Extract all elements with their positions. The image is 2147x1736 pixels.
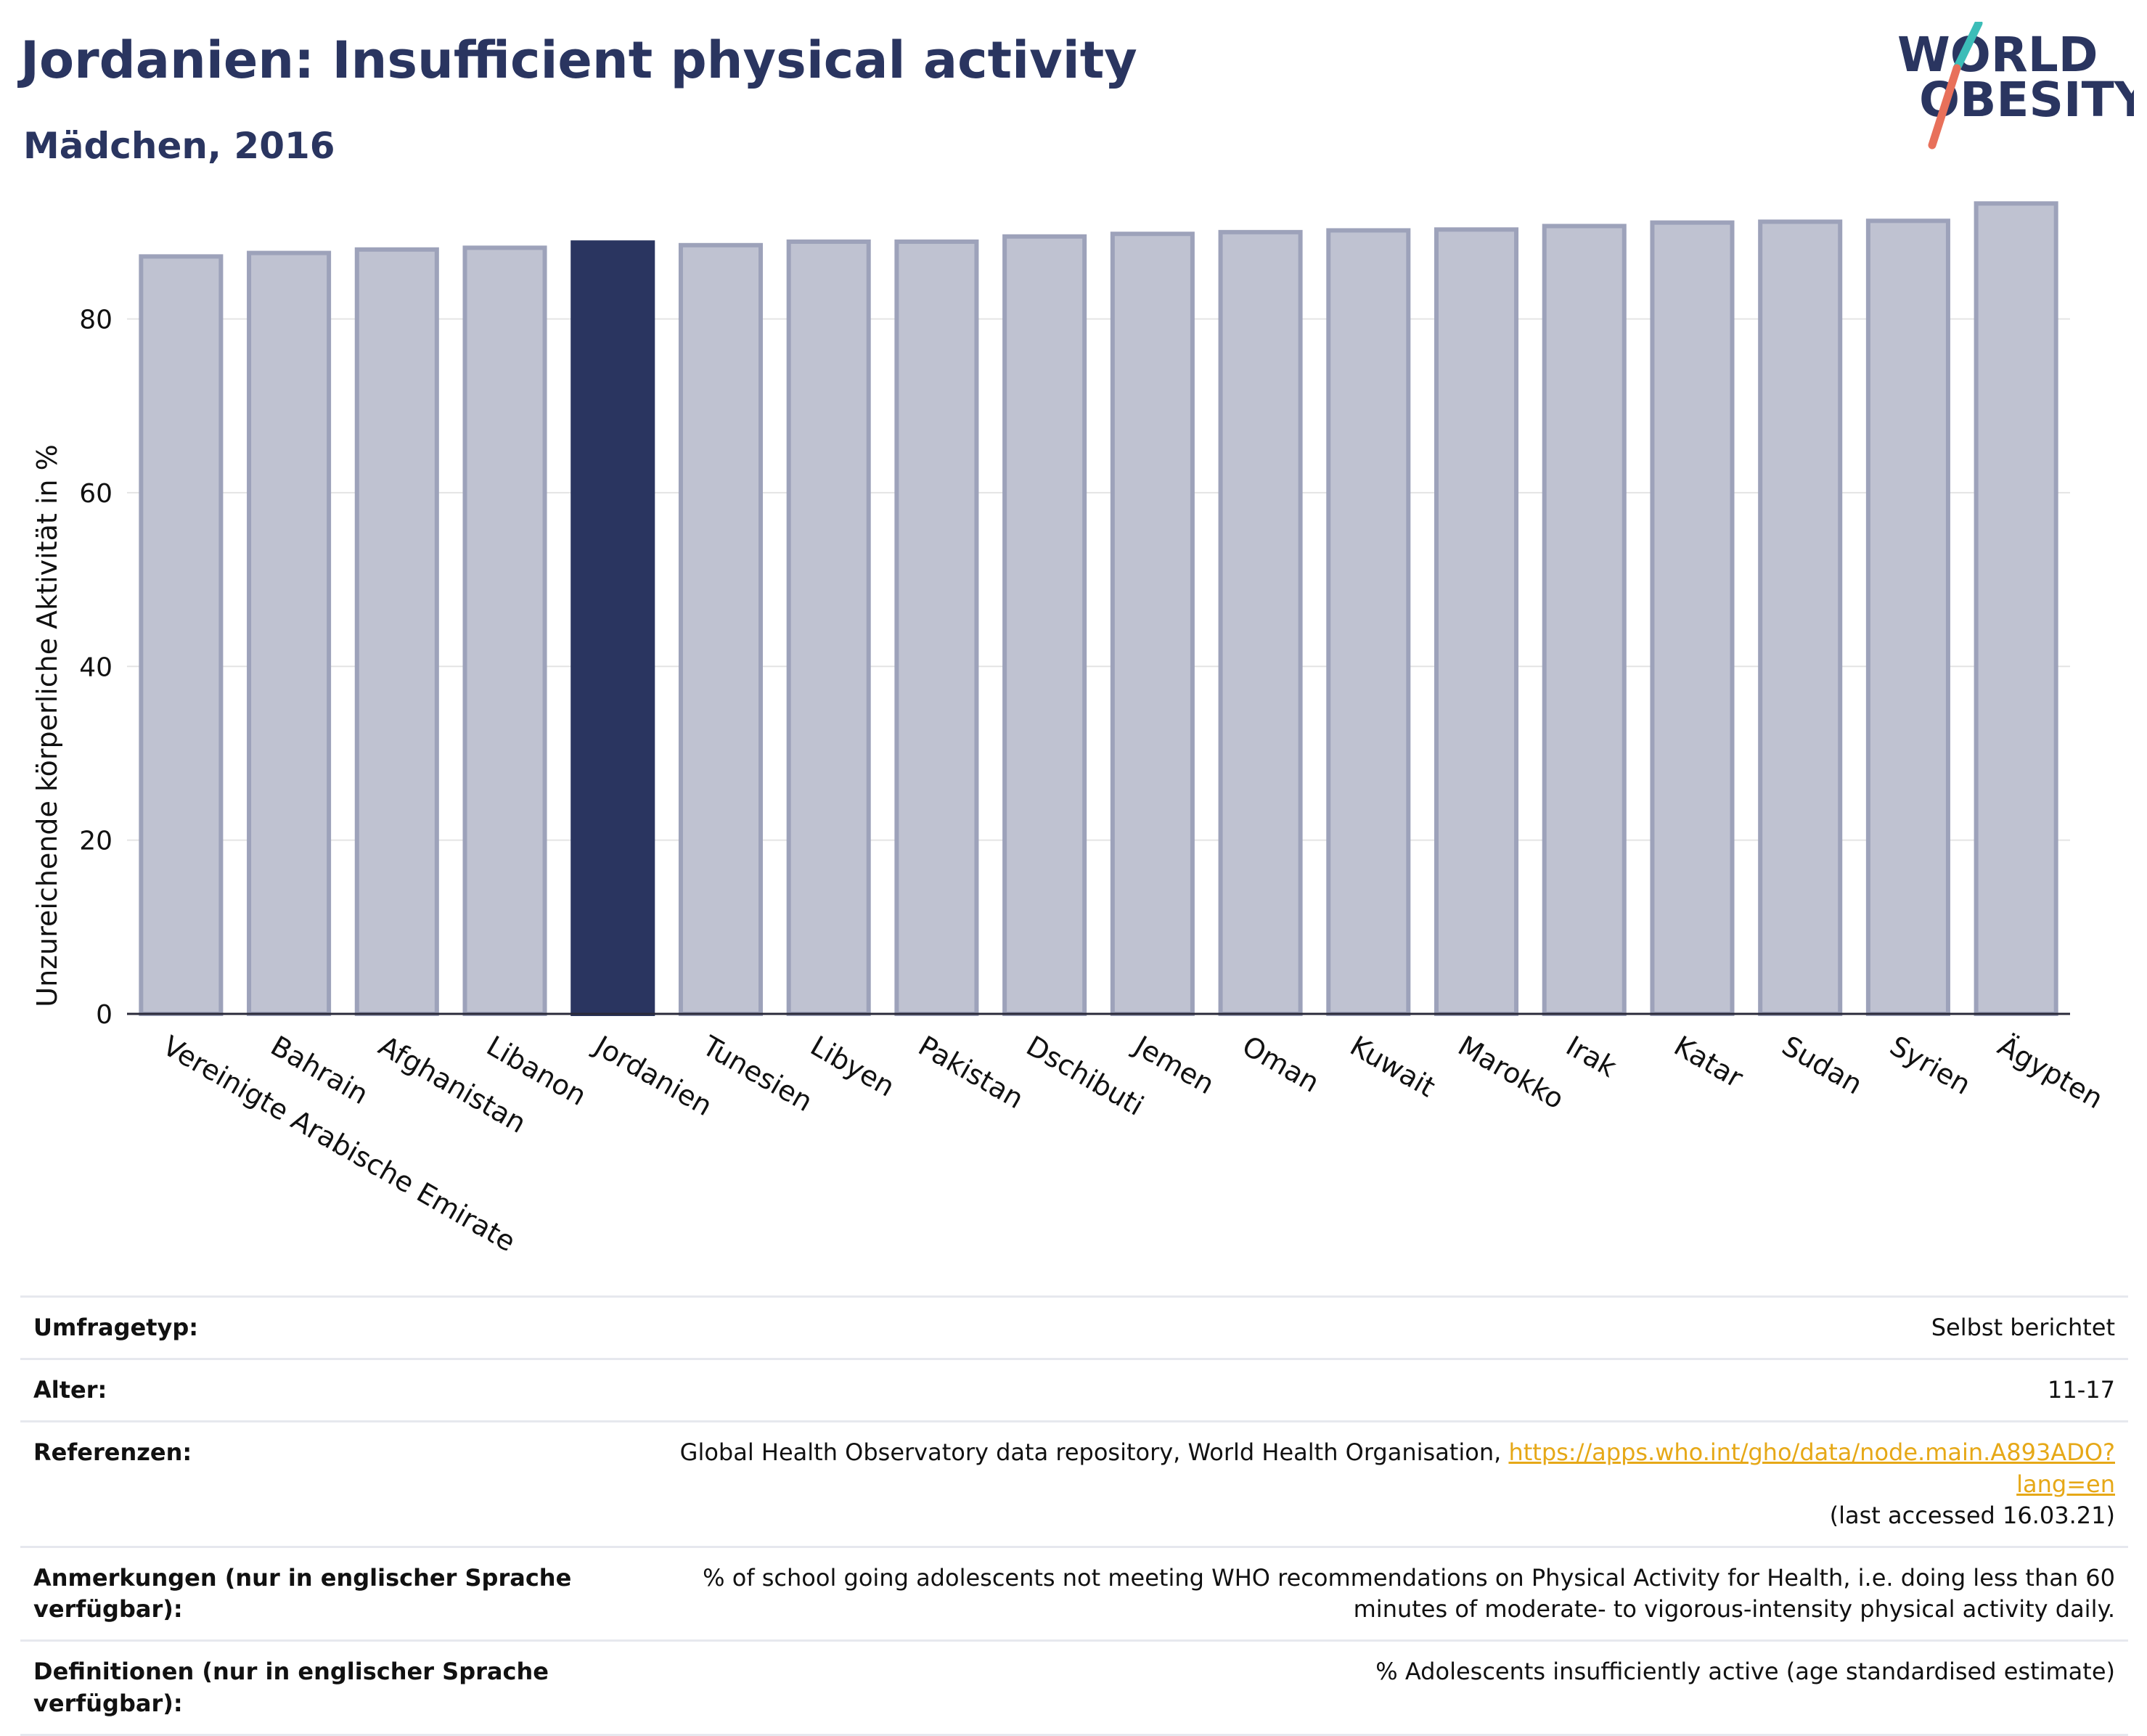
info-value: % of school going adolescents not meetin… — [598, 1545, 2128, 1642]
x-tick-label: Libyen — [805, 1030, 900, 1103]
info-value-references: Global Health Observatory data repositor… — [598, 1420, 2128, 1548]
bar-libanon — [462, 245, 547, 1017]
y-tick-labels: 0 20 40 60 80 — [79, 306, 113, 1030]
info-label: Umfragetyp: — [20, 1295, 598, 1361]
bar-marokko — [1434, 227, 1519, 1016]
bar-chart: 0 20 40 60 80 Vereinigte Arabische EmirateBa… — [31, 201, 2109, 1258]
bar-kuwait — [1326, 228, 1411, 1017]
page-title: Jordanien: Insufficient physical activit… — [20, 30, 1137, 90]
bar-sudan — [1758, 219, 1843, 1017]
logo-slash-coral — [1928, 64, 1961, 150]
bar-syrien — [1865, 218, 1950, 1016]
bar-afghanistan — [354, 247, 439, 1017]
bar-vereinigte-arabische-emirate — [139, 254, 224, 1017]
y-axis-label: Unzureichende körperliche Aktivität in % — [31, 444, 63, 1007]
info-row-notes: Anmerkungen (nur in englischer Sprache v… — [20, 1545, 2128, 1642]
info-label: Anmerkungen (nur in englischer Sprache v… — [20, 1545, 598, 1642]
info-value: 11-17 — [598, 1358, 2128, 1423]
bar-oman — [1218, 229, 1303, 1016]
y-tick-label: 0 — [96, 1000, 113, 1030]
x-tick-label: Pakistan — [913, 1030, 1029, 1115]
logo-line1: WORLD — [1897, 27, 2098, 83]
info-row-age: Alter: 11-17 — [20, 1358, 2128, 1423]
y-tick-label: 60 — [79, 479, 113, 509]
reference-link[interactable]: https://apps.who.int/gho/data/node.main.… — [1508, 1438, 2115, 1498]
bar-libyen — [786, 239, 871, 1017]
x-tick-label: Jordanien — [588, 1029, 718, 1123]
world-obesity-logo: WORLD OBESITY — [1897, 22, 2134, 150]
info-value: % Adolescents insufficiently active (age… — [598, 1639, 2128, 1736]
bar-dschibuti — [1002, 234, 1087, 1017]
x-tick-label: Kuwait — [1345, 1030, 1441, 1104]
bar-pakistan — [894, 239, 979, 1017]
grid-layer — [127, 318, 2070, 841]
bar-jemen — [1110, 232, 1195, 1016]
y-tick-label: 40 — [79, 652, 113, 682]
info-row-definitions: Definitionen (nur in englischer Sprache … — [20, 1639, 2128, 1736]
x-tick-label: Dschibuti — [1021, 1030, 1149, 1122]
info-row-survey-type: Umfragetyp: Selbst berichtet — [20, 1295, 2128, 1361]
bar-layer — [139, 201, 2058, 1017]
bar-katar — [1650, 220, 1735, 1016]
x-tick-label: Marokko — [1453, 1030, 1570, 1115]
bar-jordanien — [571, 240, 655, 1016]
bar-bahrain — [247, 250, 332, 1017]
x-tick-label: Syrien — [1884, 1030, 1976, 1101]
info-label: Definitionen (nur in englischer Sprache … — [20, 1639, 598, 1736]
x-tick-label: Oman — [1237, 1030, 1325, 1099]
bar-ägypten — [1974, 201, 2058, 1017]
y-tick-label: 80 — [79, 306, 113, 335]
metadata-table: Umfragetyp: Selbst berichtet Alter: 11-1… — [20, 1295, 2128, 1736]
x-tick-label: Tunesien — [697, 1029, 818, 1118]
logo-slash-teal — [1952, 22, 1983, 73]
x-tick-label: Ägypten — [1992, 1030, 2109, 1115]
page-subtitle: Mädchen, 2016 — [23, 125, 335, 167]
info-value: Selbst berichtet — [598, 1295, 2128, 1361]
reference-accessed: (last accessed 16.03.21) — [1829, 1501, 2115, 1529]
bar-irak — [1542, 224, 1627, 1016]
y-tick-label: 20 — [79, 827, 113, 856]
reference-text: Global Health Observatory data repositor… — [679, 1438, 1509, 1467]
x-tick-label: Katar — [1669, 1030, 1749, 1094]
bar-tunesien — [678, 242, 763, 1017]
info-label: Alter: — [20, 1358, 598, 1423]
info-label: Referenzen: — [20, 1420, 598, 1548]
x-tick-label: Sudan — [1777, 1030, 1868, 1101]
x-tick-label: Irak — [1561, 1030, 1622, 1084]
info-row-references: Referenzen: Global Health Observatory da… — [20, 1420, 2128, 1548]
